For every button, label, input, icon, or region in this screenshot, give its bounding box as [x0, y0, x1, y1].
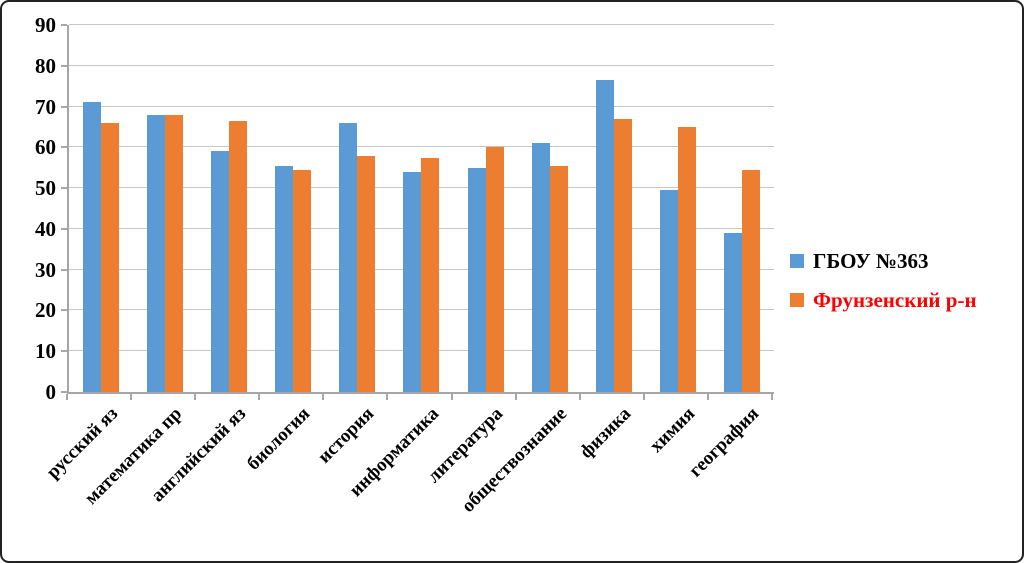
- x-axis-tick: [386, 394, 389, 400]
- bar-series2-8: [549, 165, 568, 392]
- y-axis-tick: [61, 309, 67, 312]
- bar-series2-1: [101, 122, 120, 392]
- bar-series2-11: [741, 169, 760, 392]
- y-tick-label-80: 80: [35, 53, 56, 78]
- category-group-9: [582, 25, 646, 392]
- legend-label: Фрунзенский р-н: [813, 288, 977, 312]
- y-axis-tick: [61, 227, 67, 230]
- category-group-11: [710, 25, 774, 392]
- y-axis-tick: [61, 64, 67, 67]
- y-axis-tick: [61, 391, 67, 393]
- x-axis-tick: [706, 394, 709, 400]
- y-tick-label-90: 90: [35, 13, 56, 37]
- category-group-2: [133, 25, 197, 392]
- x-axis-tick: [642, 394, 645, 400]
- category-group-1: [69, 25, 133, 392]
- category-group-8: [518, 25, 582, 392]
- y-tick-label-20: 20: [35, 298, 56, 323]
- y-tick-label-70: 70: [35, 94, 56, 119]
- x-axis-tick: [578, 394, 581, 400]
- bar-series2-3: [229, 120, 248, 392]
- bar-series2-6: [421, 157, 440, 392]
- bar-series2-2: [165, 114, 184, 392]
- bar-series2-10: [677, 126, 696, 392]
- y-tick-label-40: 40: [35, 216, 56, 241]
- legend-marker-icon: [790, 254, 804, 268]
- bar-series1-1: [83, 102, 102, 392]
- y-axis-tick: [61, 350, 67, 353]
- bar-series1-11: [723, 232, 742, 392]
- category-group-10: [646, 25, 710, 392]
- legend-label: ГБОУ №363: [813, 249, 929, 273]
- bar-series1-8: [531, 143, 550, 392]
- bar-series2-7: [485, 147, 504, 392]
- legend-item-1: ГБОУ №363: [790, 248, 977, 274]
- y-tick-label-60: 60: [35, 135, 56, 160]
- category-group-3: [197, 25, 261, 392]
- bar-series1-3: [211, 151, 230, 392]
- bar-series1-9: [595, 80, 614, 392]
- y-tick-label-30: 30: [35, 257, 56, 282]
- y-tick-label-0: 0: [45, 380, 57, 404]
- plot-area: [67, 24, 774, 394]
- legend: ГБОУ №363 Фрунзенский р-н: [790, 248, 977, 326]
- bar-series2-5: [357, 155, 376, 392]
- y-axis-tick: [61, 24, 67, 26]
- category-group-4: [261, 25, 325, 392]
- bar-series2-4: [293, 169, 312, 392]
- bar-series1-6: [403, 171, 422, 392]
- bar-series1-2: [147, 114, 166, 392]
- gridline-70: [69, 105, 774, 107]
- y-axis-tick: [61, 187, 67, 190]
- x-axis-tick: [322, 394, 325, 400]
- x-axis-tick: [130, 394, 133, 400]
- legend-marker-icon: [790, 293, 804, 307]
- x-axis-tick: [771, 394, 773, 400]
- bar-series1-5: [339, 122, 358, 392]
- x-axis-tick: [66, 394, 68, 400]
- gridline-60: [69, 146, 774, 148]
- y-axis-tick: [61, 268, 67, 271]
- gridline-90: [69, 24, 774, 25]
- x-axis-tick: [194, 394, 197, 400]
- y-tick-label-10: 10: [35, 339, 56, 364]
- category-group-5: [325, 25, 389, 392]
- y-axis-tick: [61, 105, 67, 108]
- gridline-80: [69, 64, 774, 66]
- category-group-6: [389, 25, 453, 392]
- legend-item-2: Фрунзенский р-н: [790, 287, 977, 313]
- x-axis-tick: [450, 394, 453, 400]
- bar-series1-4: [275, 165, 294, 392]
- bar-series1-10: [659, 190, 678, 392]
- x-axis-tick: [514, 394, 517, 400]
- bar-series1-7: [467, 167, 486, 392]
- x-axis-tick: [258, 394, 261, 400]
- y-tick-label-50: 50: [35, 176, 56, 201]
- y-axis-tick: [61, 146, 67, 149]
- bar-series2-9: [613, 118, 632, 392]
- category-group-7: [454, 25, 518, 392]
